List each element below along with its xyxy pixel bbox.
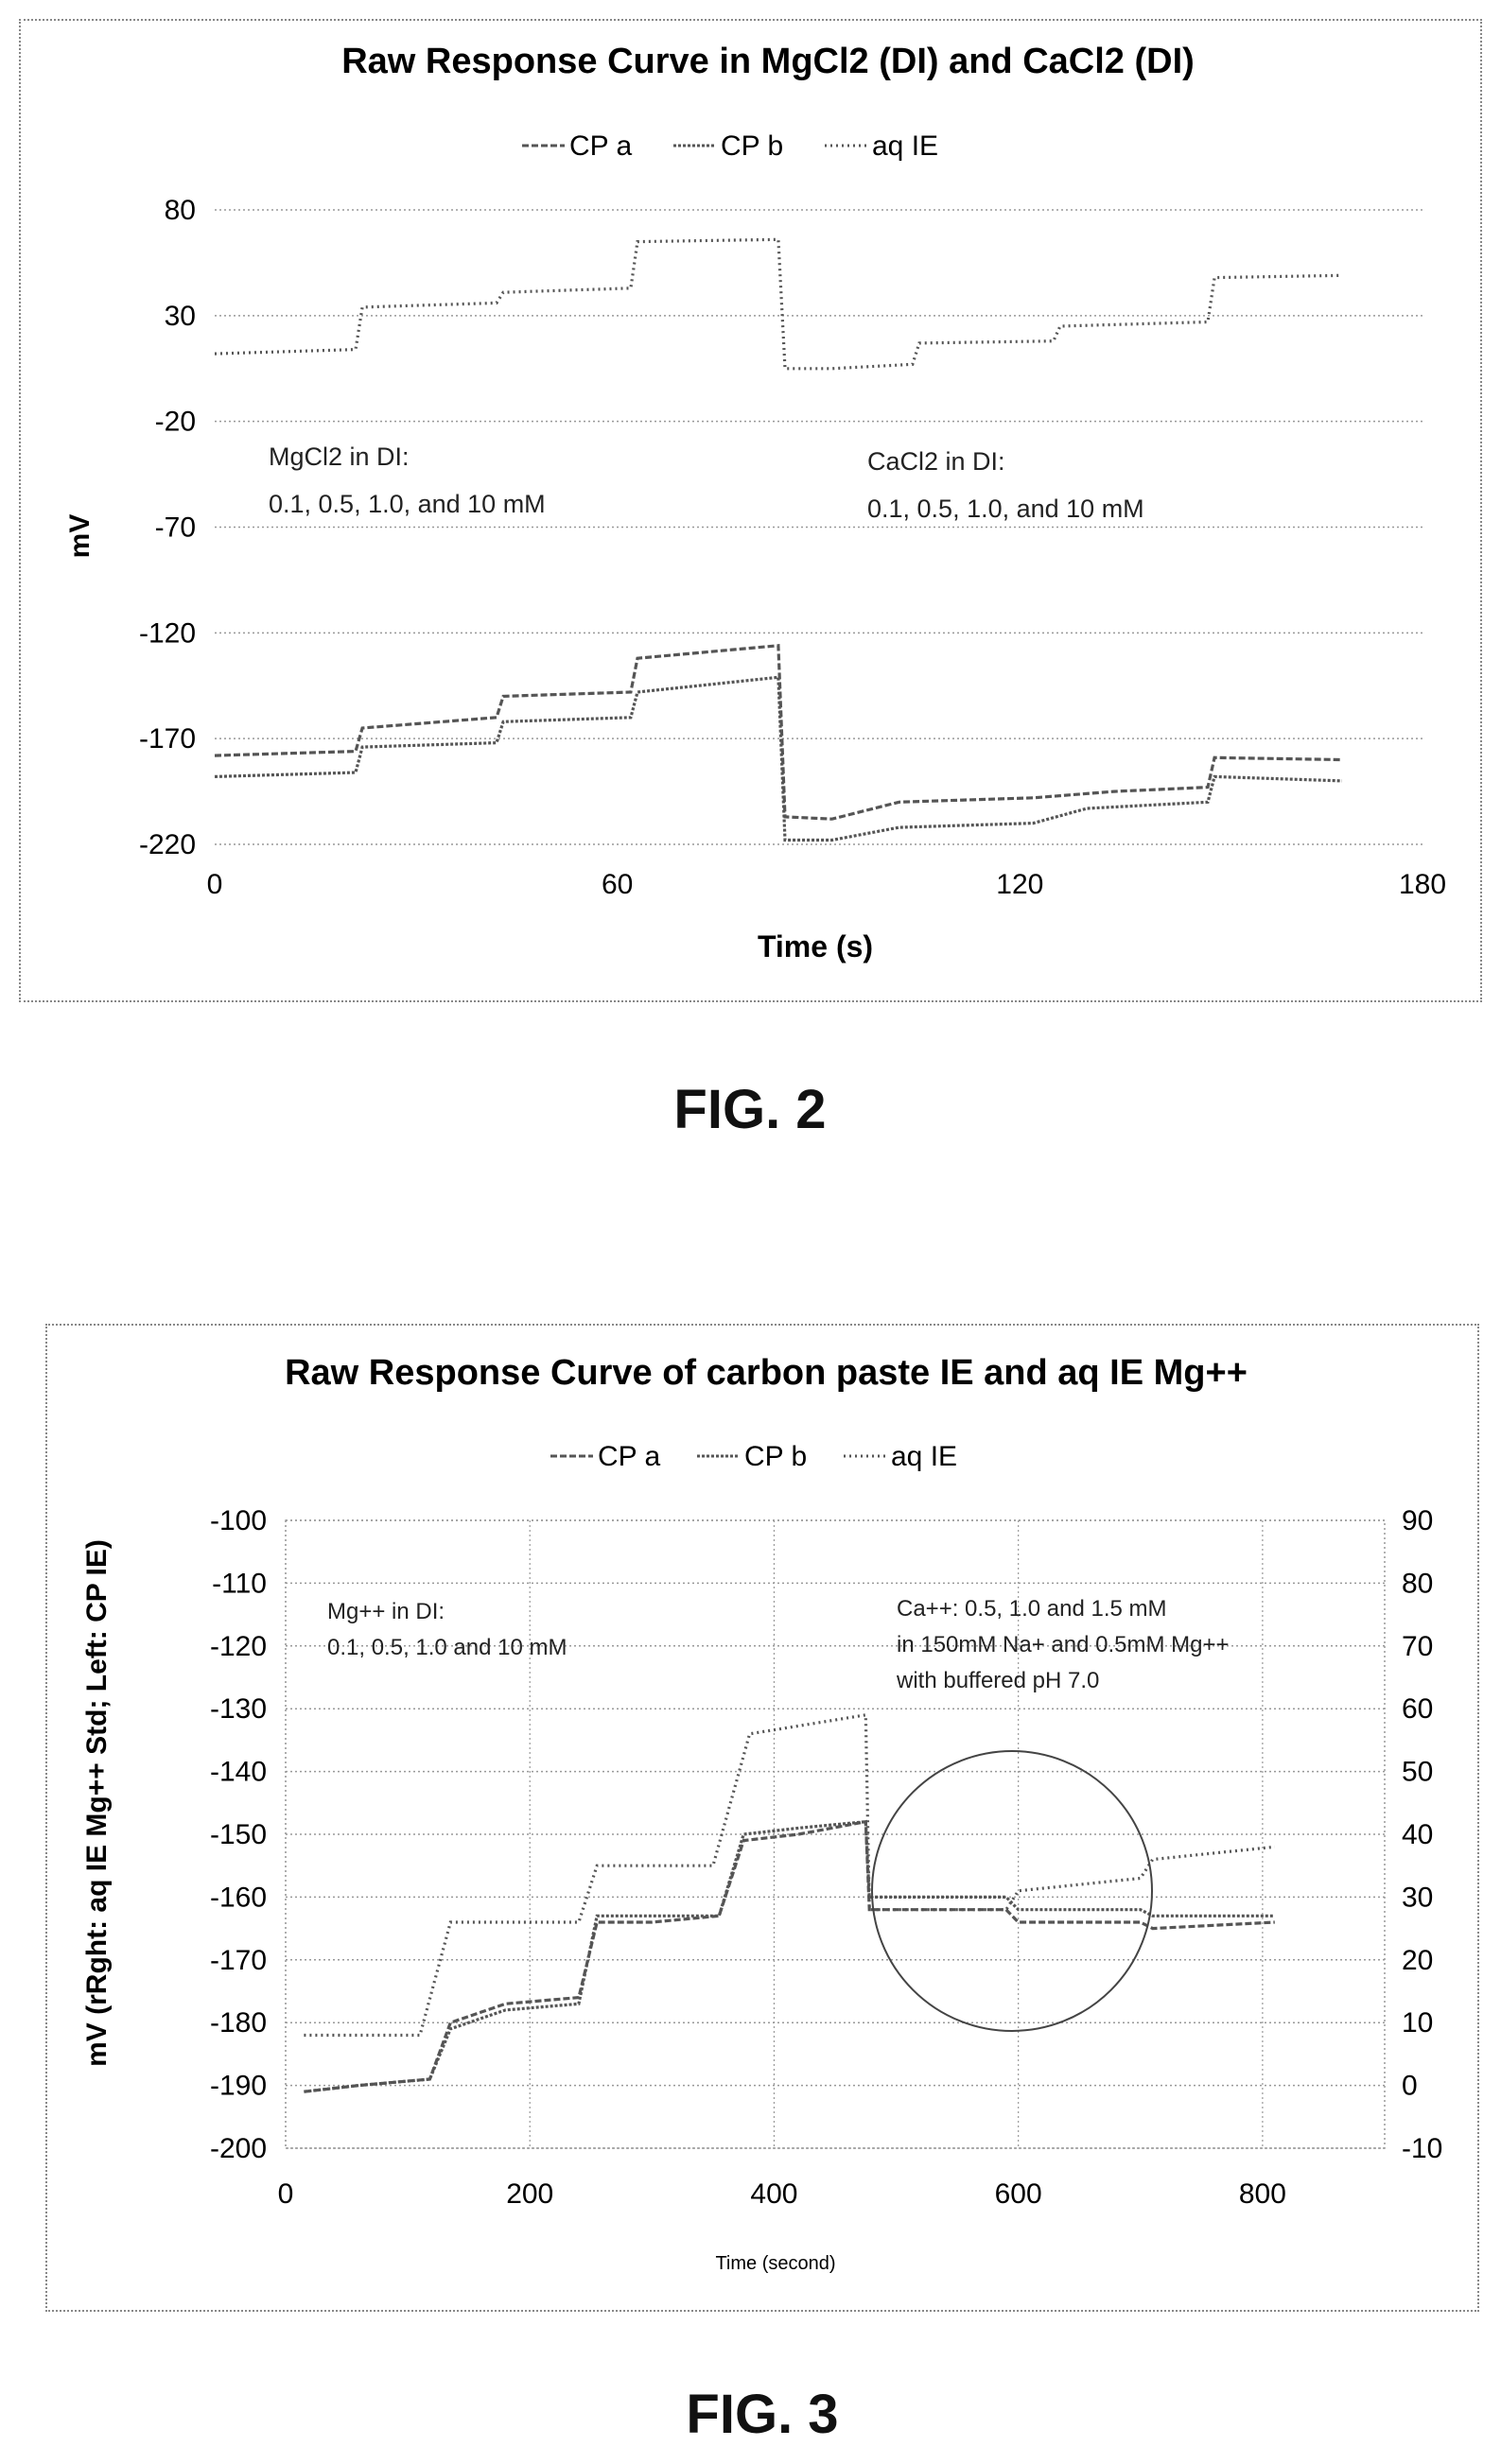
chart-legend: CP a CP b aq IE bbox=[550, 1441, 957, 1472]
y-tick-label: -100 bbox=[210, 1505, 267, 1536]
y-tick-label: -190 bbox=[210, 2071, 267, 2102]
y-tick-label: 80 bbox=[165, 195, 196, 226]
y-tick-label: -160 bbox=[210, 1882, 267, 1913]
y-tick-label: 30 bbox=[165, 301, 196, 332]
x-tick-label: 0 bbox=[207, 869, 223, 900]
figure-3-label: FIG. 3 bbox=[686, 2384, 839, 2445]
series-line-cp-a bbox=[304, 1819, 1275, 2093]
y2-tick-label: 10 bbox=[1402, 2007, 1433, 2039]
y-tick-label: -200 bbox=[210, 2133, 267, 2164]
y2-tick-label: 90 bbox=[1402, 1505, 1433, 1536]
y2-tick-label: 50 bbox=[1402, 1757, 1433, 1788]
y-tick-label: -120 bbox=[210, 1631, 267, 1662]
y-tick-label: -110 bbox=[212, 1568, 267, 1599]
plot-area: -100-110-120-130-140-150-160-170-180-190… bbox=[210, 1505, 1442, 2210]
x-tick-label: 0 bbox=[278, 2178, 294, 2210]
annotation-text: 0.1, 0.5, 1.0 and 10 mM bbox=[327, 1635, 567, 1660]
highlight-ellipse bbox=[871, 1750, 1153, 2032]
plot-frame bbox=[285, 1519, 1386, 2149]
figure-2-panel: Raw Response Curve in MgCl2 (DI) and CaC… bbox=[19, 19, 1482, 1002]
y2-tick-label: 60 bbox=[1402, 1693, 1433, 1725]
y2-tick-label: 80 bbox=[1402, 1568, 1433, 1599]
y-tick-label: -120 bbox=[139, 617, 196, 649]
annotation-text: MgCl2 in DI: bbox=[269, 442, 410, 471]
x-tick-label: 120 bbox=[996, 869, 1043, 900]
legend-entry: CP a bbox=[598, 1441, 660, 1472]
x-tick-label: 600 bbox=[995, 2178, 1042, 2210]
y2-tick-label: 0 bbox=[1402, 2071, 1418, 2102]
y2-tick-label: -10 bbox=[1402, 2133, 1442, 2164]
legend-entry: aq IE bbox=[891, 1441, 957, 1472]
y-tick-label: -70 bbox=[155, 512, 196, 544]
annotation-text: Ca++: 0.5, 1.0 and 1.5 mM bbox=[897, 1596, 1167, 1622]
figure-2-chart: Raw Response Curve in MgCl2 (DI) and CaC… bbox=[64, 42, 1446, 963]
y2-tick-label: 20 bbox=[1402, 1945, 1433, 1976]
y-tick-label: -130 bbox=[210, 1693, 267, 1725]
y-axis-label: mV (rRght: aq IE Mg++ Std; Left: CP IE) bbox=[81, 1539, 113, 2067]
annotations: Mg++ in DI: 0.1, 0.5, 1.0 and 10 mM Ca++: … bbox=[327, 1596, 1230, 1693]
y-tick-label: -20 bbox=[155, 407, 196, 438]
y-tick-label: -170 bbox=[210, 1945, 267, 1976]
legend-entry: CP b bbox=[744, 1441, 807, 1472]
chart-legend: CP a CP b aq IE bbox=[522, 130, 938, 162]
y-tick-label: -220 bbox=[139, 829, 196, 860]
y2-tick-label: 30 bbox=[1402, 1882, 1433, 1913]
series-line-cp-a bbox=[214, 644, 1342, 821]
figure-2-label: FIG. 2 bbox=[673, 1079, 827, 1140]
annotations: MgCl2 in DI: 0.1, 0.5, 1.0, and 10 mM CaCl… bbox=[269, 442, 1144, 523]
annotation-text: 0.1, 0.5, 1.0, and 10 mM bbox=[867, 495, 1144, 523]
x-tick-label: 180 bbox=[1399, 869, 1446, 900]
figure-3-panel: Raw Response Curve of carbon paste IE an… bbox=[45, 1324, 1479, 2312]
annotation-text: in 150mM Na+ and 0.5mM Mg++ bbox=[897, 1632, 1230, 1657]
annotation-text: CaCl2 in DI: bbox=[867, 447, 1005, 476]
series-line-cp-b bbox=[214, 675, 1342, 842]
x-tick-label: 400 bbox=[750, 2178, 797, 2210]
y2-tick-label: 70 bbox=[1402, 1631, 1433, 1662]
x-axis-label: Time (second) bbox=[715, 2253, 835, 2274]
annotation-text: Mg++ in DI: bbox=[327, 1599, 445, 1624]
annotation-text: 0.1, 0.5, 1.0, and 10 mM bbox=[269, 490, 546, 518]
chart-title: Raw Response Curve of carbon paste IE an… bbox=[285, 1353, 1248, 1393]
series-line-cp-b bbox=[304, 1819, 1275, 2093]
plot-area: 80 30 -20 -70 -120 -170 -220 0 60 120 180 bbox=[139, 195, 1446, 900]
series-line-aq-ie bbox=[214, 237, 1342, 371]
y-tick-label: -140 bbox=[210, 1757, 267, 1788]
legend-entry: CP b bbox=[721, 130, 783, 162]
y-tick-label: -180 bbox=[210, 2007, 267, 2039]
x-tick-label: 200 bbox=[506, 2178, 553, 2210]
y2-tick-label: 40 bbox=[1402, 1819, 1433, 1850]
y-axis-label: mV bbox=[64, 514, 96, 559]
x-tick-label: 800 bbox=[1239, 2178, 1286, 2210]
x-tick-label: 60 bbox=[602, 869, 633, 900]
annotation-text: with buffered pH 7.0 bbox=[896, 1668, 1099, 1693]
series-line-aq-ie bbox=[304, 1712, 1275, 2038]
legend-entry: CP a bbox=[569, 130, 632, 162]
y-tick-label: -170 bbox=[139, 723, 196, 755]
figure-3-chart: Raw Response Curve of carbon paste IE an… bbox=[81, 1353, 1442, 2274]
legend-entry: aq IE bbox=[872, 130, 938, 162]
chart-title: Raw Response Curve in MgCl2 (DI) and CaC… bbox=[341, 42, 1195, 81]
x-axis-label: Time (s) bbox=[758, 929, 873, 963]
y-tick-label: -150 bbox=[210, 1819, 267, 1850]
